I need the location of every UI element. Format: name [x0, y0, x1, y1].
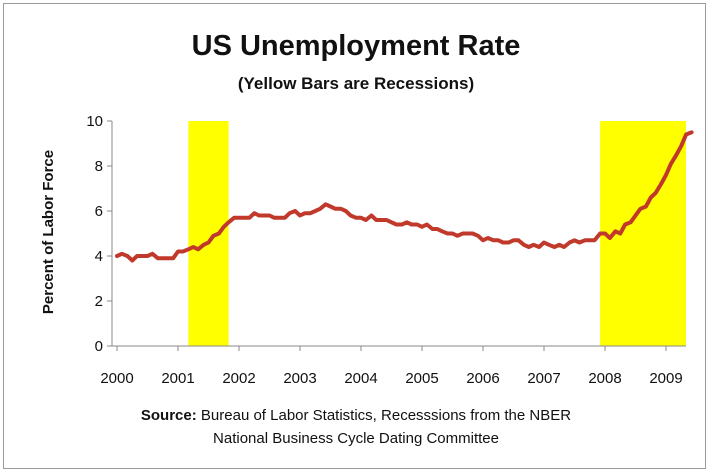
unemployment-series-line — [115, 130, 694, 263]
source-label: Source: — [140, 407, 197, 424]
x-tick-label: 2005 — [405, 370, 438, 387]
x-tick-label: 2002 — [222, 370, 255, 387]
y-tick-label: 2 — [95, 293, 103, 310]
y-tick-label: 6 — [95, 203, 103, 220]
y-axis-label: Percent of Labor Force — [40, 150, 57, 314]
x-tick-label: 2007 — [527, 370, 560, 387]
chart-frame — [3, 3, 706, 469]
y-tick-label: 4 — [95, 248, 103, 265]
x-tick-labels: 2000 2001 2002 2003 2004 2005 2006 2007 2008 2009 — [100, 370, 682, 387]
chart-subtitle: (Yellow Bars are Recessions) — [237, 74, 475, 93]
source-note: Source: Bureau of Labor Statistics, Rece… — [0, 404, 712, 450]
x-tick-label: 2008 — [588, 370, 621, 387]
x-tick-label: 2003 — [283, 370, 316, 387]
x-tick-label: 2001 — [161, 370, 194, 387]
x-tick-label: 2009 — [649, 370, 682, 387]
recession-bar-1 — [188, 121, 229, 346]
y-tick-label: 0 — [95, 338, 103, 355]
axes — [107, 120, 686, 351]
y-tick-label: 10 — [86, 113, 103, 130]
x-tick-label: 2004 — [344, 370, 377, 387]
source-line-2: National Business Cycle Dating Committee — [213, 430, 499, 447]
y-tick-label: 8 — [95, 158, 103, 175]
source-line-1: Bureau of Labor Statistics, Recesssions … — [200, 407, 572, 424]
y-tick-labels: 0 2 4 6 8 10 — [86, 113, 103, 355]
x-tick-label: 2000 — [100, 370, 133, 387]
x-tick-label: 2006 — [466, 370, 499, 387]
chart-title: US Unemployment Rate — [191, 30, 521, 62]
